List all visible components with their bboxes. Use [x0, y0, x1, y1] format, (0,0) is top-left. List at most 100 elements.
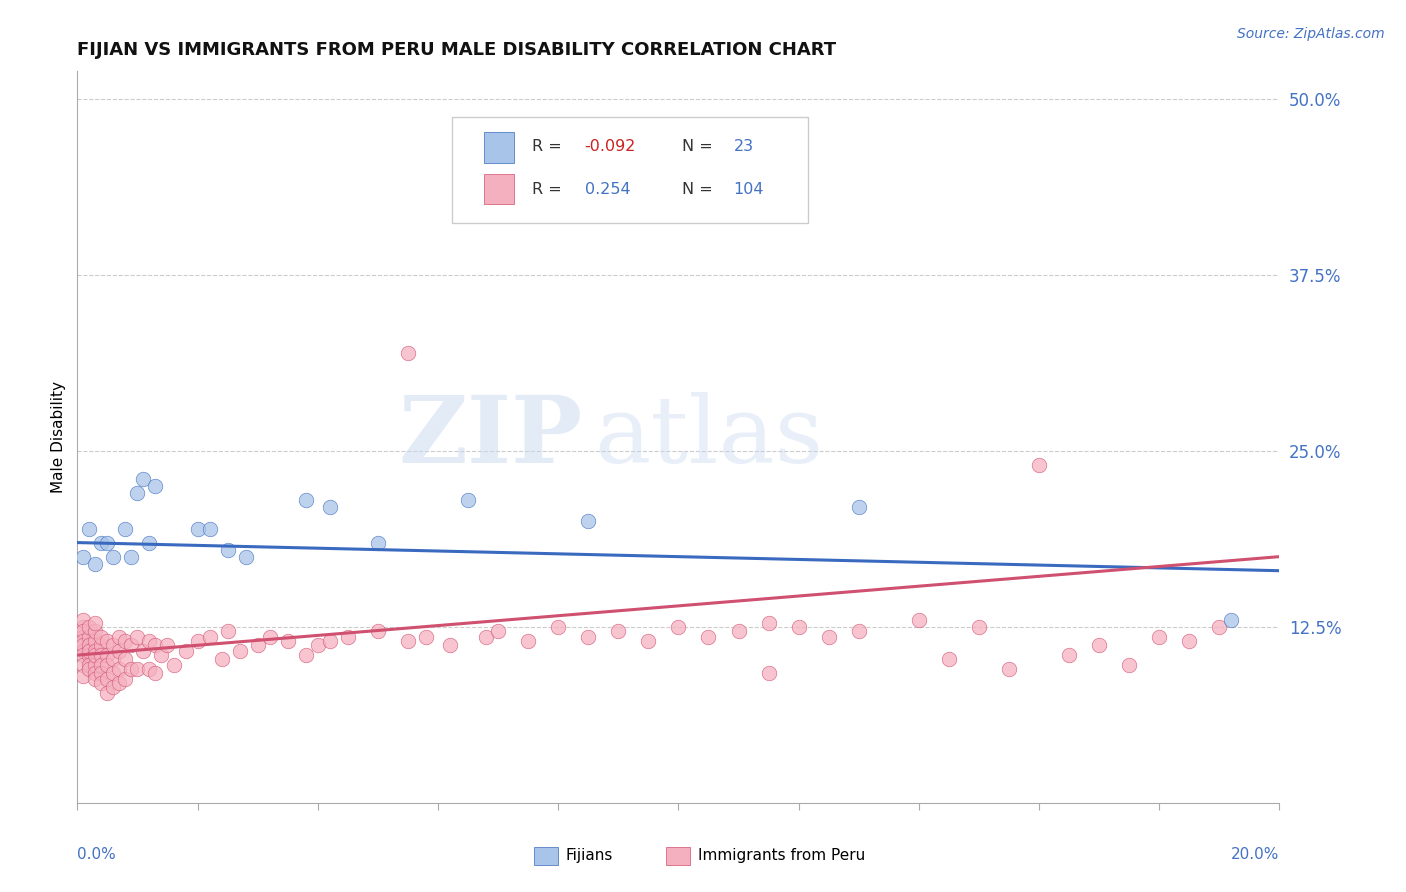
Point — [79, 638, 101, 652]
Point — [475, 630, 498, 644]
Point — [217, 542, 239, 557]
Point — [319, 500, 342, 515]
FancyBboxPatch shape — [666, 847, 690, 865]
Point — [576, 515, 599, 529]
Point — [72, 620, 94, 634]
Point — [637, 634, 659, 648]
Text: 20.0%: 20.0% — [1232, 847, 1279, 862]
Point — [156, 638, 179, 652]
Point — [90, 666, 112, 681]
Point — [84, 666, 107, 681]
Text: Immigrants from Peru: Immigrants from Peru — [697, 848, 865, 863]
Text: R =: R = — [531, 182, 567, 197]
Point — [84, 557, 107, 571]
Point — [938, 652, 960, 666]
Point — [668, 162, 690, 177]
Point — [246, 638, 269, 652]
Point — [198, 630, 221, 644]
Point — [186, 521, 209, 535]
Point — [108, 662, 131, 676]
Text: R =: R = — [531, 139, 567, 154]
Point — [758, 666, 780, 681]
Point — [277, 634, 299, 648]
Point — [108, 644, 131, 658]
Point — [396, 634, 419, 648]
Point — [145, 638, 167, 652]
Point — [103, 549, 125, 564]
Point — [72, 613, 94, 627]
Point — [120, 662, 142, 676]
Point — [294, 648, 316, 662]
Text: Source: ZipAtlas.com: Source: ZipAtlas.com — [1237, 27, 1385, 41]
Point — [457, 493, 479, 508]
Text: 23: 23 — [734, 139, 754, 154]
Text: N =: N = — [682, 182, 718, 197]
Point — [127, 630, 149, 644]
Point — [103, 638, 125, 652]
Point — [90, 648, 112, 662]
Point — [162, 657, 184, 672]
Point — [79, 648, 101, 662]
Point — [848, 500, 870, 515]
Point — [138, 634, 160, 648]
Point — [103, 652, 125, 666]
Point — [79, 657, 101, 672]
Point — [607, 624, 630, 639]
Point — [114, 521, 136, 535]
Point — [367, 535, 389, 549]
Point — [138, 535, 160, 549]
Point — [817, 630, 839, 644]
Point — [787, 620, 810, 634]
Point — [198, 521, 221, 535]
Point — [72, 648, 94, 662]
FancyBboxPatch shape — [534, 847, 558, 865]
Point — [79, 644, 101, 658]
Point — [79, 662, 101, 676]
Point — [120, 638, 142, 652]
Y-axis label: Male Disability: Male Disability — [51, 381, 66, 493]
Point — [967, 620, 990, 634]
Point — [108, 676, 131, 690]
Point — [319, 634, 342, 648]
Point — [486, 624, 509, 639]
Point — [96, 657, 118, 672]
Point — [439, 638, 461, 652]
Point — [103, 681, 125, 695]
Point — [307, 638, 329, 652]
Point — [1028, 458, 1050, 473]
Point — [174, 644, 197, 658]
Point — [132, 472, 155, 486]
Text: 0.0%: 0.0% — [77, 847, 117, 862]
Point — [96, 634, 118, 648]
Point — [90, 676, 112, 690]
Point — [108, 630, 131, 644]
Point — [84, 634, 107, 648]
Text: 0.254: 0.254 — [585, 182, 630, 197]
Text: atlas: atlas — [595, 392, 824, 482]
Point — [72, 624, 94, 639]
Point — [396, 345, 419, 359]
Point — [547, 620, 569, 634]
Point — [145, 666, 167, 681]
Point — [1208, 620, 1230, 634]
FancyBboxPatch shape — [484, 174, 513, 204]
Point — [72, 644, 94, 658]
Point — [576, 630, 599, 644]
Point — [367, 624, 389, 639]
Point — [150, 648, 173, 662]
Text: -0.092: -0.092 — [585, 139, 636, 154]
Point — [96, 686, 118, 700]
Point — [1057, 648, 1080, 662]
Point — [79, 630, 101, 644]
Point — [96, 648, 118, 662]
Point — [1178, 634, 1201, 648]
Point — [235, 549, 257, 564]
Point — [84, 657, 107, 672]
Point — [90, 657, 112, 672]
Point — [84, 644, 107, 658]
Point — [1220, 613, 1243, 627]
Point — [259, 630, 281, 644]
Point — [517, 634, 540, 648]
Text: Fijians: Fijians — [565, 848, 613, 863]
Point — [84, 648, 107, 662]
